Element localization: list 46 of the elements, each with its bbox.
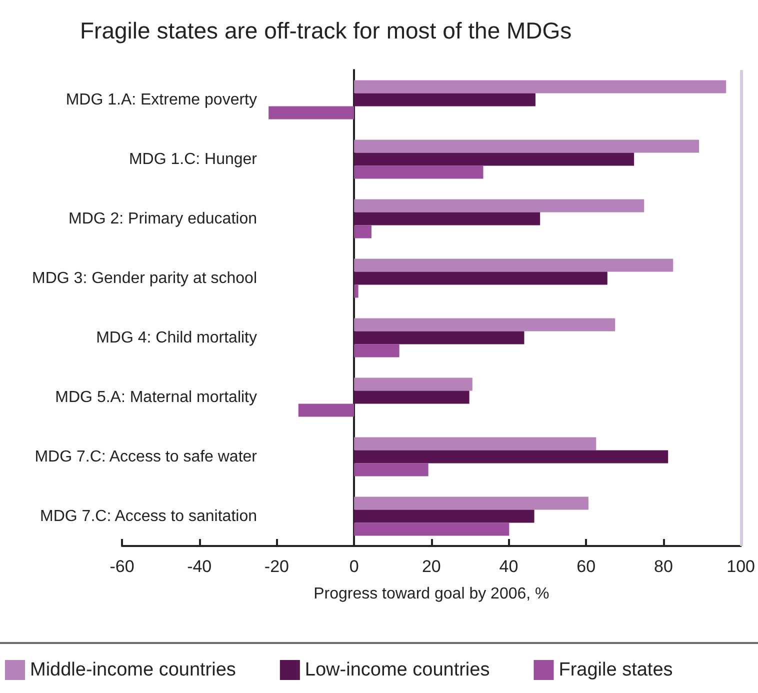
bar	[354, 390, 470, 404]
bar	[354, 140, 700, 153]
legend-label: Middle-income countries	[30, 660, 236, 680]
y-tick-label: MDG 2: Primary education	[68, 210, 257, 228]
x-axis-title: Progress toward goal by 2006, %	[314, 586, 550, 602]
bar	[354, 225, 372, 238]
x-tick-label: 40	[499, 557, 518, 576]
bar	[354, 463, 428, 476]
bar	[354, 272, 608, 285]
y-tick-label: MDG 4: Child mortality	[96, 329, 257, 346]
y-tick-label: MDG 3: Gender parity at school	[32, 270, 257, 287]
bar	[354, 284, 358, 298]
bar	[354, 152, 634, 166]
legend-label: Low-income countries	[304, 660, 490, 680]
y-tick-label: MDG 5.A: Maternal mortality	[55, 388, 257, 406]
bar	[354, 258, 674, 272]
bar	[354, 378, 472, 391]
x-tick-label: 60	[576, 557, 596, 576]
bar	[354, 80, 726, 94]
bar	[354, 496, 588, 510]
y-tick-label: MDG 1.A: Extreme poverty	[66, 91, 257, 108]
bar	[354, 331, 524, 344]
x-tick-label: 0	[349, 557, 359, 576]
chart-title: Fragile states are off-track for most of the MDGs	[80, 18, 572, 44]
x-tick-label: -40	[187, 557, 212, 576]
y-tick-label: MDG 7.C: Access to safe water	[34, 448, 258, 466]
x-tick-label: -20	[264, 557, 289, 576]
y-tick-label: MDG 1.C: Hunger	[128, 150, 258, 168]
x-tick-label: 20	[422, 557, 441, 576]
bar	[268, 106, 354, 120]
bar	[354, 318, 616, 332]
bar	[298, 404, 354, 417]
bar	[354, 522, 510, 536]
bar	[354, 199, 644, 212]
bar	[354, 212, 540, 226]
bar	[354, 166, 484, 179]
legend-label: Fragile states	[558, 660, 673, 680]
bar	[354, 437, 596, 450]
bar	[354, 344, 400, 358]
x-tick-label: -60	[110, 557, 134, 576]
x-tick-label: 100	[726, 557, 756, 576]
bar	[354, 450, 668, 464]
bar	[354, 510, 534, 523]
bar	[354, 93, 536, 106]
x-tick-label: 80	[654, 557, 673, 576]
y-tick-label: MDG 7.C: Access to sanitation	[40, 508, 257, 525]
